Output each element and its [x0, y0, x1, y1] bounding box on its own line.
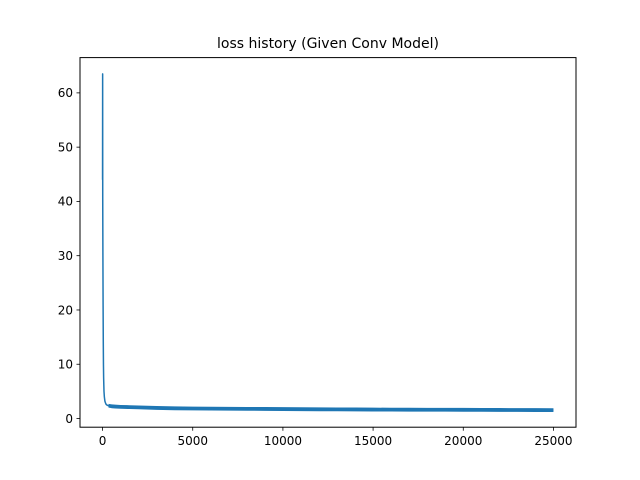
y-axis: 0 10 20 30 40 50 60	[58, 86, 80, 426]
series-layer	[101, 73, 554, 412]
x-axis: 0 5000 10000 15000 20000 25000	[99, 427, 573, 448]
x-tick-label: 10000	[264, 434, 302, 448]
x-tick-label: 15000	[354, 434, 392, 448]
y-tick-label: 30	[58, 249, 73, 263]
y-tick-label: 50	[58, 140, 73, 154]
x-tick-label: 20000	[444, 434, 482, 448]
y-tick-label: 40	[58, 195, 73, 209]
x-tick-label: 0	[99, 434, 107, 448]
series-0-line	[101, 73, 554, 411]
y-tick-label: 20	[58, 303, 73, 317]
y-tick-label: 0	[65, 412, 73, 426]
x-tick-label: 25000	[534, 434, 572, 448]
y-tick-label: 60	[58, 86, 73, 100]
y-tick-label: 10	[58, 358, 73, 372]
chart-title: loss history (Given Conv Model)	[217, 36, 439, 52]
x-tick-label: 5000	[177, 434, 208, 448]
plot-frame	[79, 57, 577, 428]
